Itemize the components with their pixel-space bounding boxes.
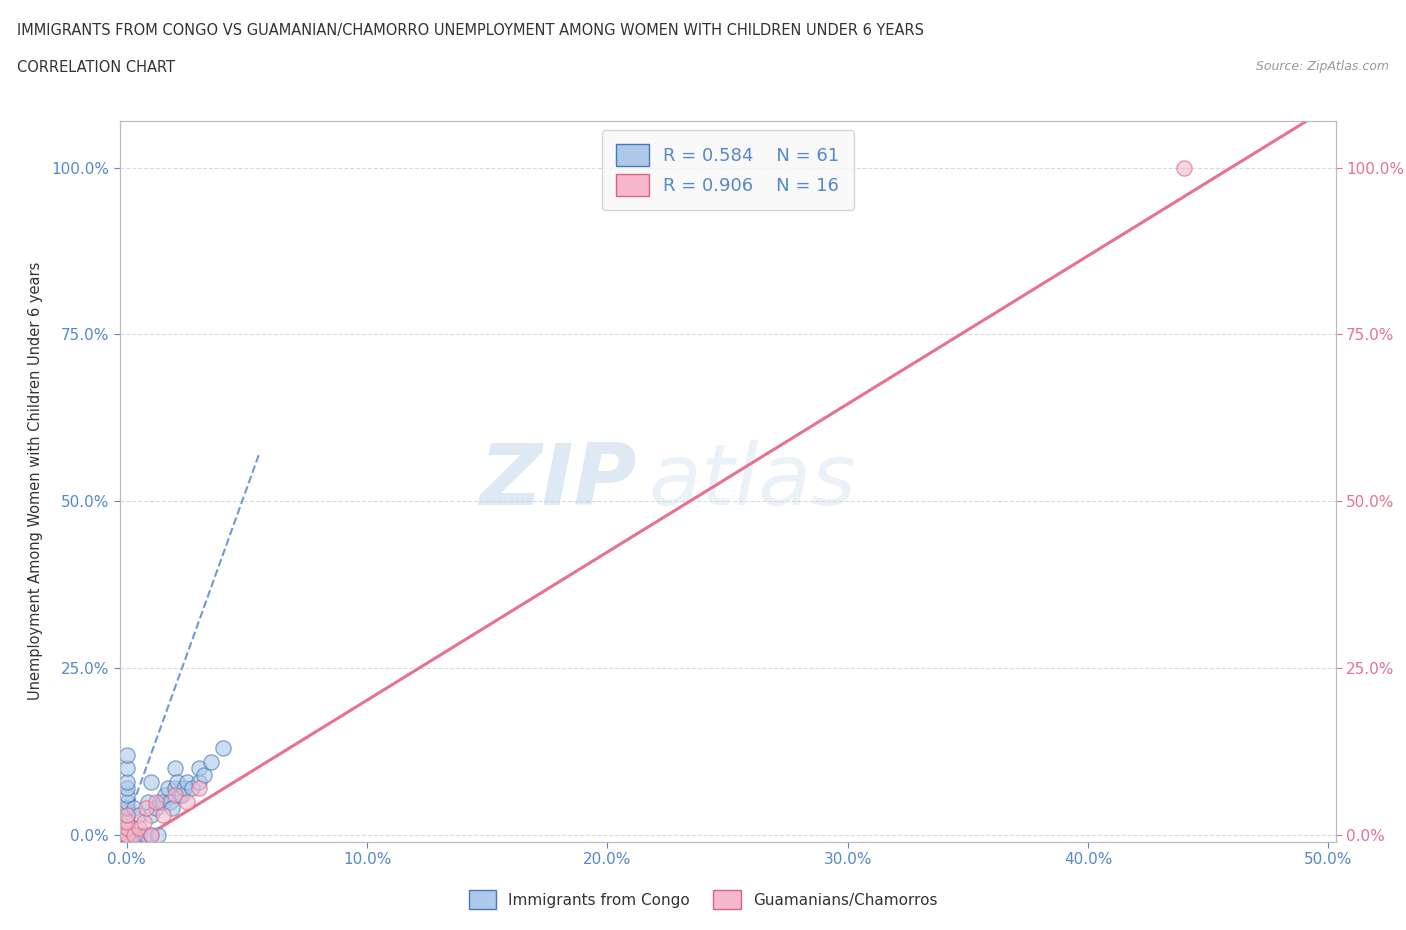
Point bbox=[159, 794, 181, 809]
Point bbox=[173, 781, 195, 796]
Point bbox=[115, 828, 138, 843]
Point bbox=[115, 788, 138, 803]
Point bbox=[128, 821, 150, 836]
Point bbox=[115, 781, 138, 796]
Point bbox=[115, 807, 138, 822]
Point bbox=[132, 828, 155, 843]
Point bbox=[115, 807, 138, 822]
Point bbox=[153, 788, 176, 803]
Point bbox=[187, 781, 209, 796]
Point bbox=[115, 814, 138, 829]
Point bbox=[163, 788, 186, 803]
Text: atlas: atlas bbox=[648, 440, 856, 523]
Point bbox=[115, 801, 138, 816]
Point bbox=[145, 801, 167, 816]
Point bbox=[115, 761, 138, 776]
Point bbox=[193, 767, 215, 782]
Point bbox=[115, 814, 138, 829]
Point bbox=[139, 828, 162, 843]
Point bbox=[115, 828, 138, 843]
Y-axis label: Unemployment Among Women with Children Under 6 years: Unemployment Among Women with Children U… bbox=[28, 262, 42, 700]
Legend: R = 0.584    N = 61, R = 0.906    N = 16: R = 0.584 N = 61, R = 0.906 N = 16 bbox=[602, 130, 853, 210]
Point bbox=[152, 807, 174, 822]
Point bbox=[169, 788, 191, 803]
Point bbox=[200, 754, 222, 769]
Point bbox=[115, 828, 138, 843]
Point bbox=[128, 828, 150, 843]
Point bbox=[115, 828, 138, 843]
Point bbox=[138, 794, 160, 809]
Point bbox=[115, 828, 138, 843]
Point bbox=[170, 788, 193, 803]
Point bbox=[128, 807, 150, 822]
Point bbox=[115, 821, 138, 836]
Point bbox=[122, 828, 145, 843]
Point bbox=[115, 828, 138, 843]
Point bbox=[115, 794, 138, 809]
Point bbox=[135, 828, 157, 843]
Point bbox=[115, 828, 138, 843]
Point bbox=[146, 828, 169, 843]
Point bbox=[187, 761, 209, 776]
Point bbox=[132, 814, 155, 829]
Point bbox=[115, 801, 138, 816]
Point bbox=[115, 828, 138, 843]
Point bbox=[149, 794, 172, 809]
Point bbox=[176, 774, 198, 789]
Point bbox=[162, 801, 184, 816]
Point bbox=[135, 801, 157, 816]
Text: IMMIGRANTS FROM CONGO VS GUAMANIAN/CHAMORRO UNEMPLOYMENT AMONG WOMEN WITH CHILDR: IMMIGRANTS FROM CONGO VS GUAMANIAN/CHAMO… bbox=[17, 23, 924, 38]
Point bbox=[115, 828, 138, 843]
Point bbox=[163, 761, 186, 776]
Point bbox=[115, 821, 138, 836]
Point bbox=[139, 828, 162, 843]
Point bbox=[115, 828, 138, 843]
Point bbox=[163, 781, 186, 796]
Point bbox=[139, 807, 162, 822]
Point bbox=[115, 828, 138, 843]
Point bbox=[187, 774, 209, 789]
Text: ZIP: ZIP bbox=[479, 440, 637, 523]
Point bbox=[115, 748, 138, 763]
Point bbox=[115, 828, 138, 843]
Point bbox=[115, 807, 138, 822]
Text: CORRELATION CHART: CORRELATION CHART bbox=[17, 60, 174, 75]
Point bbox=[176, 794, 198, 809]
Legend: Immigrants from Congo, Guamanians/Chamorros: Immigrants from Congo, Guamanians/Chamor… bbox=[463, 884, 943, 915]
Point bbox=[115, 828, 138, 843]
Point bbox=[115, 828, 138, 843]
Point bbox=[145, 794, 167, 809]
Point bbox=[1173, 160, 1195, 175]
Point bbox=[115, 814, 138, 829]
Point bbox=[115, 814, 138, 829]
Point bbox=[122, 801, 145, 816]
Point bbox=[156, 781, 179, 796]
Point bbox=[115, 828, 138, 843]
Point bbox=[166, 774, 188, 789]
Point bbox=[212, 741, 235, 756]
Point bbox=[139, 774, 162, 789]
Point bbox=[115, 774, 138, 789]
Point bbox=[115, 828, 138, 843]
Point bbox=[115, 821, 138, 836]
Point bbox=[152, 794, 174, 809]
Point bbox=[115, 828, 138, 843]
Text: Source: ZipAtlas.com: Source: ZipAtlas.com bbox=[1256, 60, 1389, 73]
Point bbox=[122, 828, 145, 843]
Point bbox=[180, 781, 202, 796]
